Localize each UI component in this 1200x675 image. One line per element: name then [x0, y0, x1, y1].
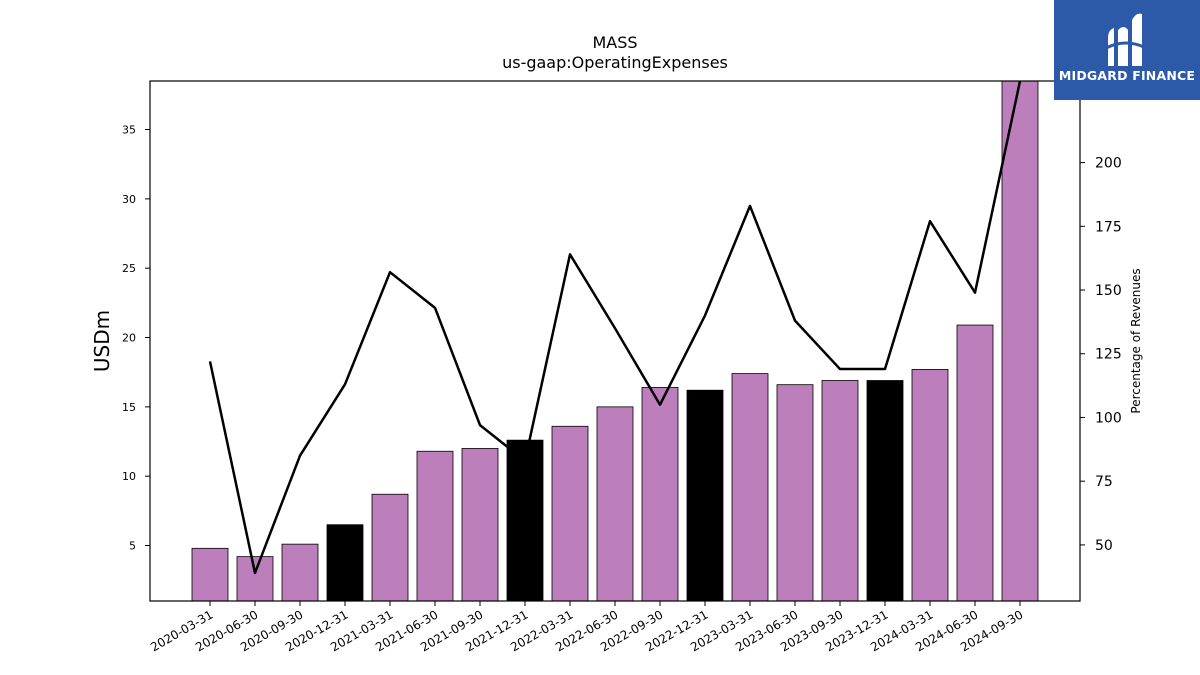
y2-tick-label: 200: [1095, 156, 1122, 172]
bar-2020-06-30: [236, 556, 274, 602]
y-axis-label: USDm: [90, 310, 114, 372]
bar-2021-06-30: [416, 450, 454, 602]
bar-2022-06-30: [596, 406, 634, 602]
line-series: [208, 80, 1022, 575]
y2-tick-label: 50: [1095, 538, 1113, 554]
bar-2023-06-30: [776, 384, 814, 602]
bar-2024-09-30: [1001, 80, 1039, 602]
y2-tick-label: 150: [1095, 283, 1122, 299]
brand-logo: MIDGARD FINANCE: [1054, 0, 1200, 100]
y-tick-label: 15: [122, 401, 136, 414]
bar-2021-12-31: [506, 439, 544, 602]
y-tick-label: 25: [122, 262, 136, 275]
y-tick-label: 5: [129, 540, 136, 553]
y2-tick-label: 175: [1095, 219, 1122, 235]
y2-tick-label: 75: [1095, 474, 1113, 490]
bar-2021-09-30: [461, 448, 499, 602]
bar-2022-03-31: [551, 425, 589, 602]
bar-2023-09-30: [821, 380, 859, 602]
y2-axis-label: Percentage of Revenues: [1129, 268, 1143, 413]
y-axis-ticks: 5 10 15 20 25 30 35: [122, 124, 150, 553]
y2-tick-label: 125: [1095, 347, 1122, 363]
chart-subtitle: us-gaap:OperatingExpenses: [502, 53, 728, 72]
bar-2020-09-30: [281, 543, 319, 602]
y-tick-label: 20: [122, 332, 136, 345]
y-tick-label: 10: [122, 470, 136, 483]
chart-title: MASS: [592, 33, 637, 52]
bar-2023-12-31: [866, 380, 904, 602]
bar-2022-12-31: [686, 389, 724, 602]
logo-mark-icon: [1105, 13, 1147, 67]
bar-2024-06-30: [956, 324, 994, 602]
bar-series: [191, 80, 1039, 602]
revenue-percentage-line: [208, 80, 1022, 575]
logo-text: MIDGARD FINANCE: [1058, 68, 1196, 83]
y-tick-label: 35: [122, 124, 136, 137]
y-tick-label: 30: [122, 193, 136, 206]
bar-2020-12-31: [326, 524, 364, 602]
bar-2022-09-30: [641, 387, 679, 602]
bar-2021-03-31: [371, 493, 409, 602]
y2-tick-label: 100: [1095, 410, 1122, 426]
bar-2024-03-31: [911, 369, 949, 602]
bar-2023-03-31: [731, 373, 769, 602]
y2-axis-ticks: 50 75 100 125 150 175 200: [1080, 156, 1122, 554]
x-axis-ticks: 2020-03-312020-06-302020-09-302020-12-31…: [148, 601, 1026, 654]
bar-2020-03-31: [191, 547, 229, 602]
